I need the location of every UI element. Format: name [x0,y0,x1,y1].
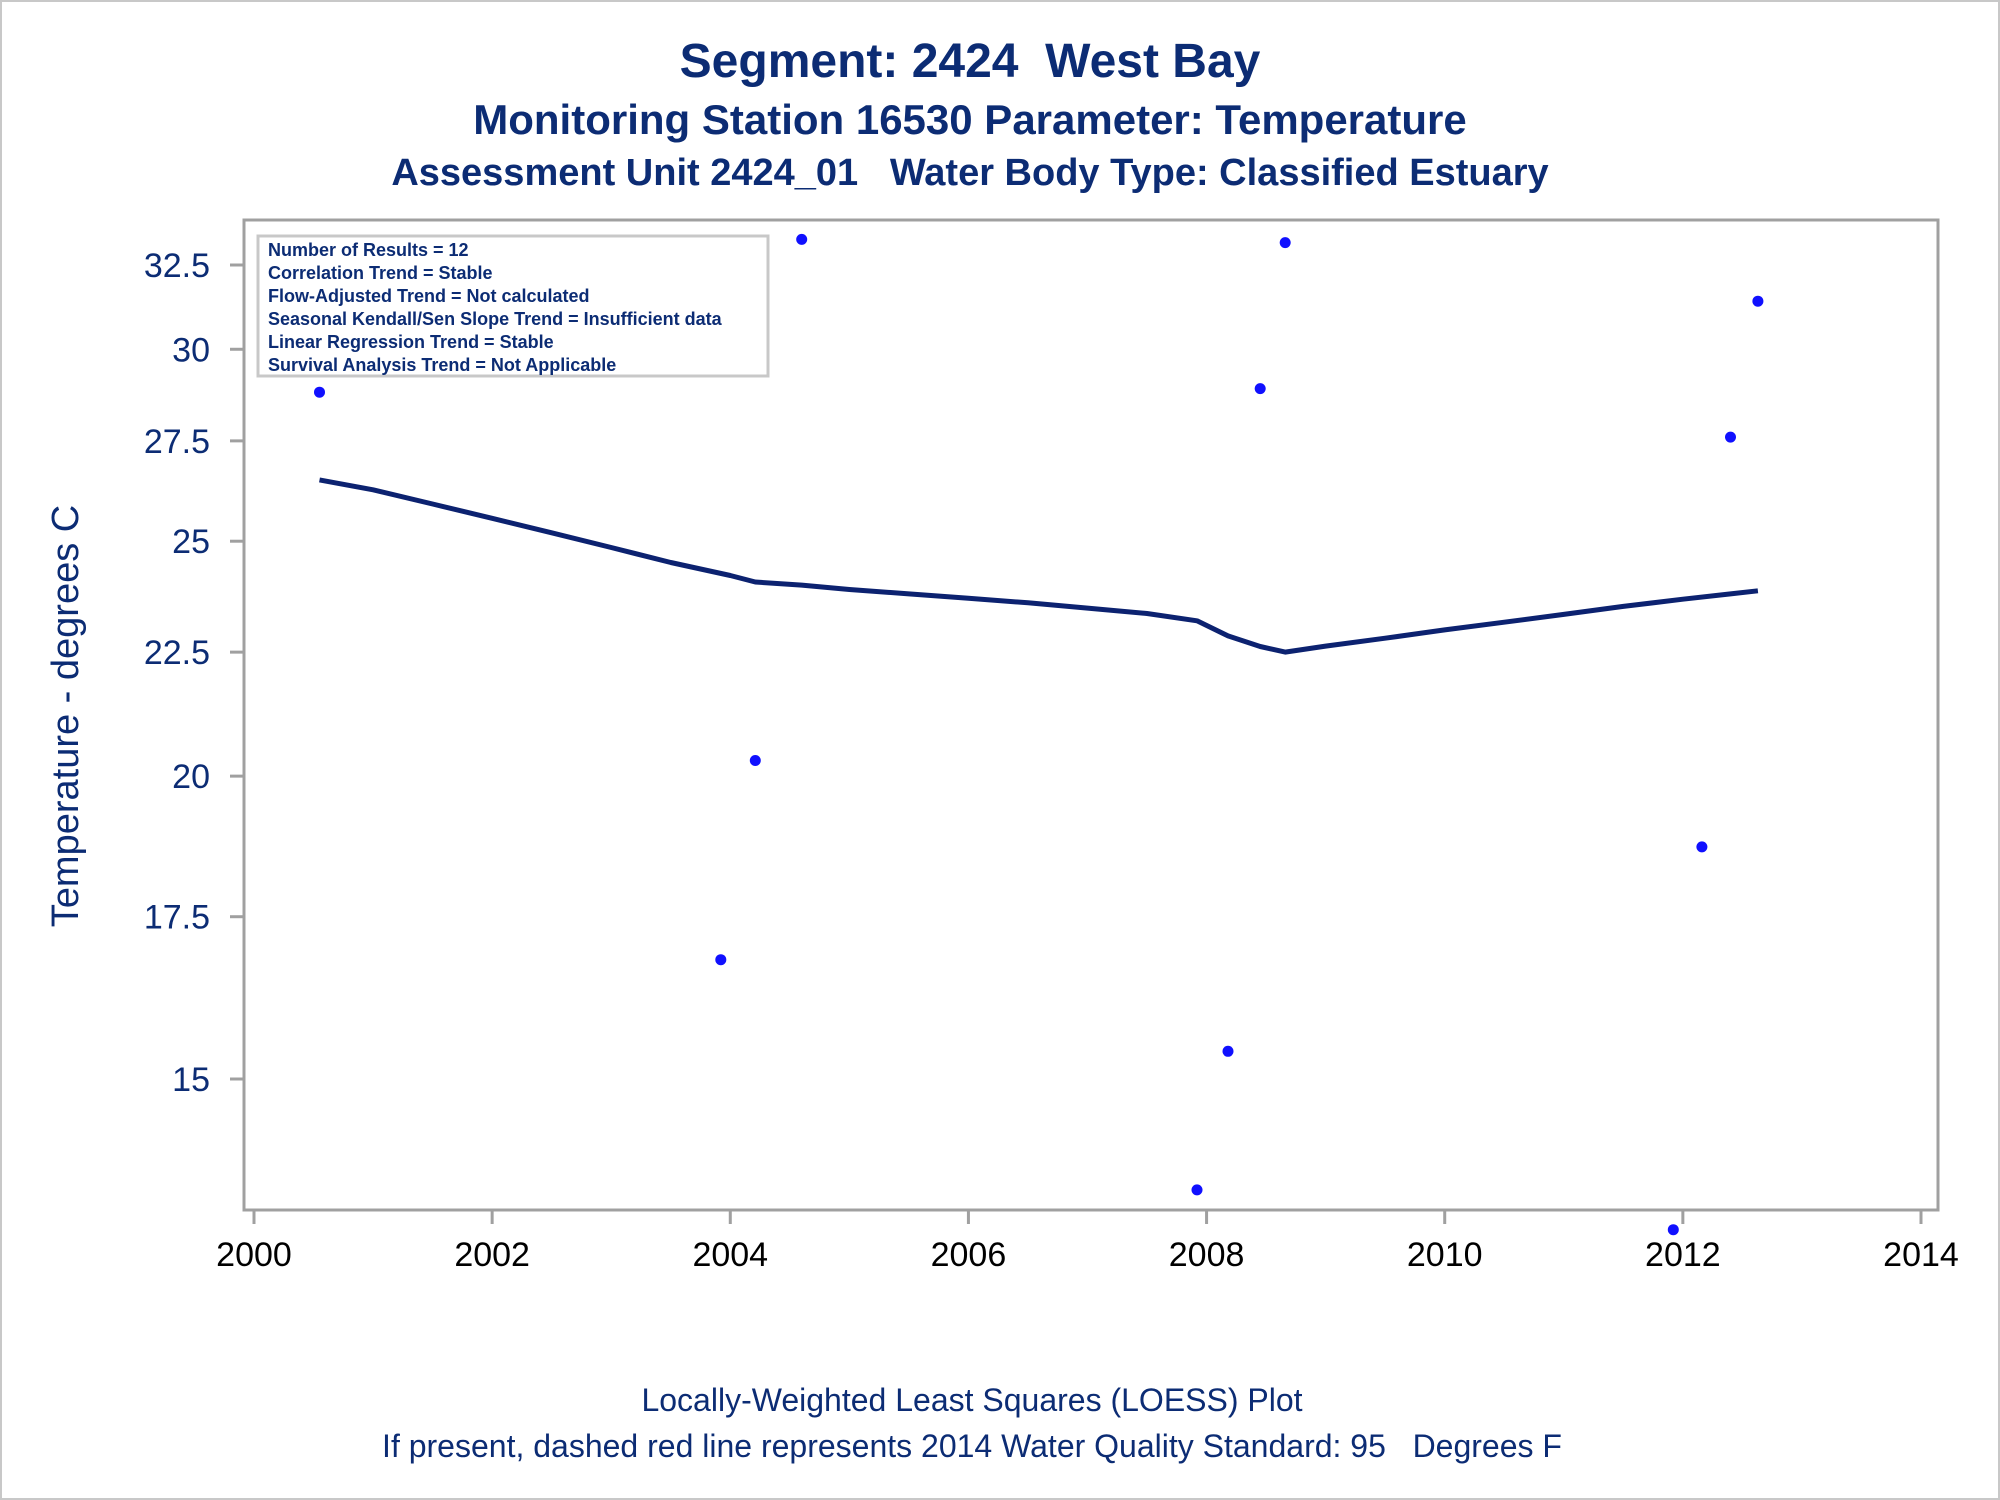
data-point [1752,295,1764,307]
axes: 2000 2002 2004 2006 2008 2010 2012 2014 15 17.5 20… [144,247,1959,1274]
data-point [1279,237,1291,249]
x-tick-label: 2010 [1407,1236,1483,1274]
footnote-loess: Locally-Weighted Least Squares (LOESS) P… [641,1382,1303,1418]
loess-curve [319,477,1759,655]
y-tick-label: 25 [172,523,210,561]
data-point [1667,1224,1679,1236]
stat-line: Number of Results = 12 [268,240,469,260]
y-tick-label: 30 [172,331,210,369]
y-tick-label: 20 [172,758,210,796]
x-tick-label: 2004 [692,1236,768,1274]
stat-line: Linear Regression Trend = Stable [268,332,554,352]
statistics-box-border [256,234,770,378]
stat-line: Correlation Trend = Stable [268,263,493,283]
data-point [1222,1045,1234,1057]
data-marks [314,233,1764,1236]
data-point [715,954,727,966]
x-tick-label: 2014 [1883,1236,1959,1274]
y-tick-label: 32.5 [144,247,210,285]
x-tick-label: 2006 [931,1236,1007,1274]
y-tick-label: 22.5 [144,634,210,672]
chart-subtitle-station: Monitoring Station 16530 Parameter: Temp… [473,96,1467,143]
data-point [1725,431,1736,443]
plot-area [242,218,1940,1212]
y-axis-label: Temperature - degrees C [45,505,87,927]
x-tick-label: 2002 [454,1236,530,1274]
x-tick-label: 2008 [1169,1236,1245,1274]
x-tick-label: 2000 [216,1236,292,1274]
chart-title: Segment: 2424 West Bay [679,35,1261,88]
footnote-standard: If present, dashed red line represents 2… [382,1428,1562,1464]
x-tick-label: 2012 [1645,1236,1721,1274]
data-point [796,233,808,245]
y-tick-label: 27.5 [144,423,210,461]
stat-line: Flow-Adjusted Trend = Not calculated [268,286,590,306]
y-tick-label: 15 [172,1061,210,1099]
data-point [1191,1184,1203,1196]
stat-line: Seasonal Kendall/Sen Slope Trend = Insuf… [268,309,723,329]
stat-line: Survival Analysis Trend = Not Applicable [268,355,616,375]
data-point [314,386,325,398]
data-point [1696,841,1708,853]
y-tick-label: 17.5 [144,899,210,937]
data-point [749,755,761,766]
statistics-box: Number of Results = 12 Correlation Trend… [256,234,770,378]
chart-subtitle-assessment: Assessment Unit 2424_01 Water Body Type:… [391,152,1549,194]
data-point [1254,383,1266,395]
